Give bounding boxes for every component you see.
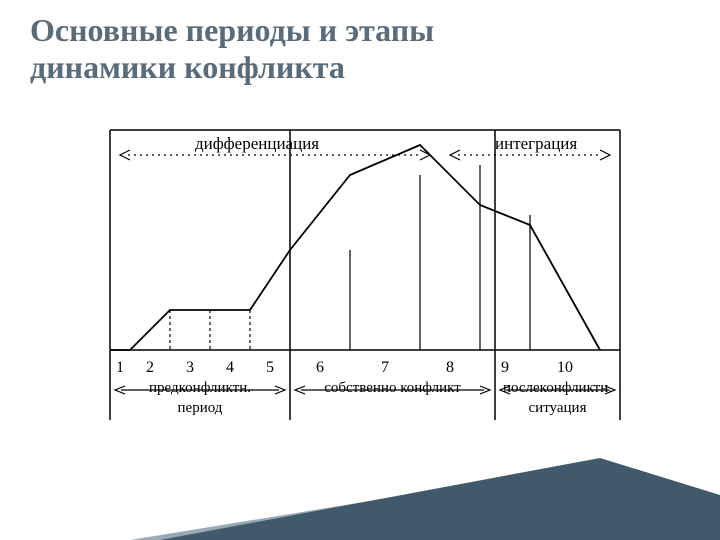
svg-text:период: период — [178, 400, 223, 416]
svg-text:5: 5 — [266, 359, 274, 376]
svg-text:10: 10 — [557, 359, 573, 376]
title-line-2: динамики конфликта — [30, 49, 345, 85]
svg-text:дифференциация: дифференциация — [195, 134, 319, 153]
svg-text:предконфликтн.: предконфликтн. — [149, 380, 251, 396]
svg-text:1: 1 — [116, 359, 124, 376]
svg-text:4: 4 — [226, 359, 234, 376]
svg-text:послеконфликтн.: послеконфликтн. — [503, 380, 612, 396]
svg-text:6: 6 — [316, 359, 324, 376]
svg-text:7: 7 — [381, 359, 389, 376]
svg-text:2: 2 — [146, 359, 154, 376]
svg-text:собственно конфликт: собственно конфликт — [324, 380, 461, 396]
svg-text:8: 8 — [446, 359, 454, 376]
title-line-1: Основные периоды и этапы — [30, 12, 434, 48]
page-title: Основные периоды и этапы динамики конфли… — [30, 12, 434, 86]
conflict-dynamics-diagram: 1 2 3 4 5 6 7 8 9 10 дифференциация интеграция предк… — [90, 120, 630, 480]
svg-text:9: 9 — [501, 359, 509, 376]
svg-text:интеграция: интеграция — [495, 134, 577, 153]
svg-text:ситуация: ситуация — [529, 400, 587, 416]
svg-text:3: 3 — [186, 359, 194, 376]
diagram-svg: 1 2 3 4 5 6 7 8 9 10 дифференциация интеграция предк… — [90, 120, 630, 450]
